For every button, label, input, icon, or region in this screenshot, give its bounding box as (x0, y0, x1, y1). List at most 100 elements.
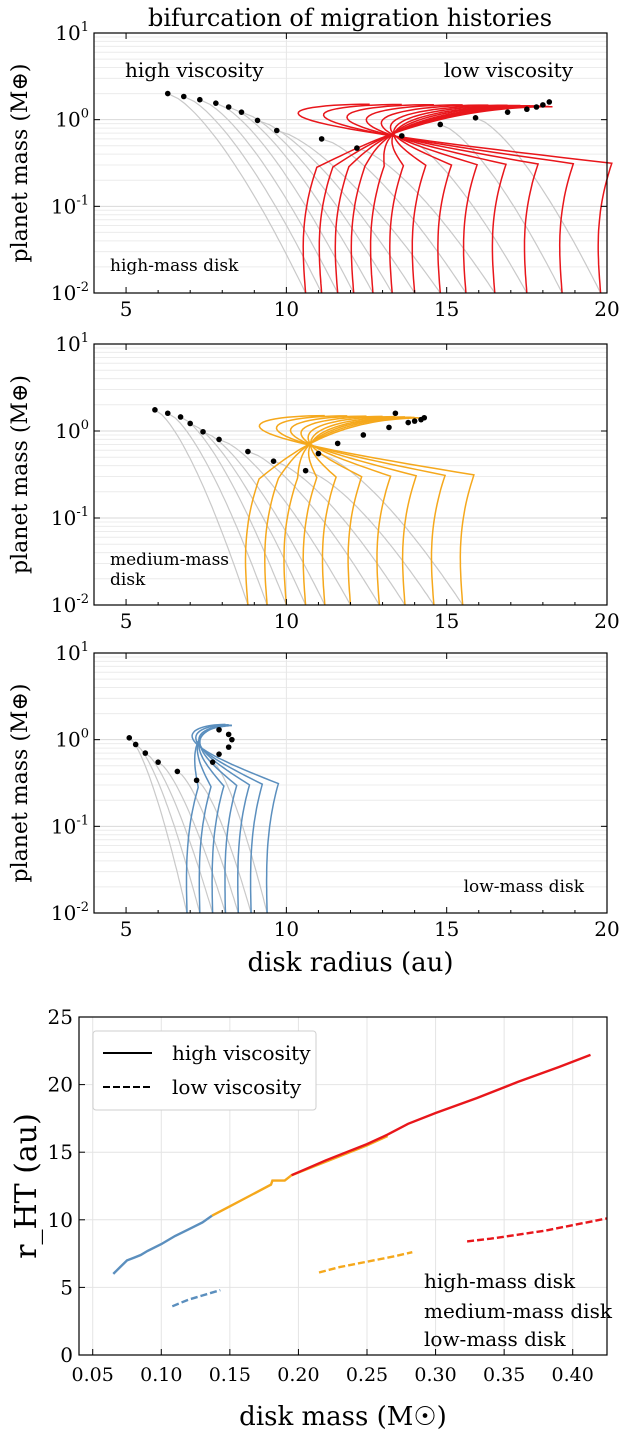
endpoint-dot (180, 93, 187, 100)
high-viscosity-track (144, 752, 214, 914)
endpoint-dot (540, 102, 546, 108)
endpoint-dot (421, 414, 428, 421)
high-viscosity-track (202, 431, 326, 606)
panel-annotation: high viscosity (125, 58, 264, 82)
y-axis-label: planet mass (M⊕) (8, 375, 33, 574)
endpoint-dot (225, 104, 232, 110)
high-viscosity-track (167, 93, 307, 294)
endpoint-dot (245, 448, 251, 455)
endpoint-dot (238, 109, 245, 115)
endpoint-dot (216, 751, 222, 757)
high-viscosity-track (305, 470, 435, 606)
low-viscosity-track (392, 104, 521, 294)
endpoint-dot (399, 133, 405, 139)
disk-annotation: medium-mass disk (424, 1299, 613, 1323)
x-tick-label: 5 (120, 297, 133, 321)
y-tick-label: 20 (48, 1073, 73, 1097)
endpoint-dot (200, 428, 206, 435)
y-tick-label: 15 (48, 1140, 73, 1164)
high-viscosity-track (228, 106, 374, 294)
endpoint-dot (177, 414, 184, 420)
x-axis-label: disk radius (au) (247, 948, 453, 978)
low-viscosity-track (264, 416, 418, 606)
y-tick-label: 25 (48, 1005, 73, 1029)
x-tick-label: 0.10 (140, 1364, 182, 1386)
low-viscosity-track (289, 415, 418, 606)
low-viscosity-track (369, 105, 537, 294)
low-viscosity-track (309, 416, 406, 606)
y-tick-label: 101 (55, 20, 89, 45)
y-tick-label: 100 (55, 418, 89, 443)
endpoint-dot (216, 726, 222, 733)
panel-high-mass-disk: 5 10 15 20 10-2 10-1 100 101 planet mass (M⊕) hig… (8, 20, 619, 321)
high-viscosity-track (196, 779, 252, 914)
x-tick-label: 20 (594, 609, 619, 633)
endpoint-markers (164, 90, 553, 151)
series-line-dashed (466, 1217, 608, 1243)
panel-annotation: low viscosity (444, 58, 574, 82)
series-line-solid (112, 1214, 213, 1275)
low-viscosity-track (297, 103, 613, 294)
y-axis-label: planet mass (M⊕) (8, 64, 33, 263)
endpoint-dot (209, 759, 216, 765)
low-viscosity-track (322, 103, 575, 294)
y-tick-label: 10-1 (51, 505, 89, 530)
plot-frame (93, 652, 608, 914)
x-tick-label: 0.05 (72, 1364, 114, 1386)
endpoint-dot (225, 731, 232, 738)
endpoint-dot (437, 121, 444, 128)
colored-tracks (297, 103, 613, 294)
x-tick-label: 10 (274, 917, 299, 941)
high-viscosity-track (212, 761, 268, 914)
low-viscosity-track (318, 105, 550, 294)
endpoint-dot (386, 424, 392, 431)
x-tick-label: 0.25 (346, 1364, 388, 1386)
y-tick-label: 10-2 (51, 280, 89, 305)
high-viscosity-track (321, 138, 467, 294)
low-viscosity-track (307, 415, 396, 606)
y-tick-label: 10-1 (51, 813, 89, 838)
panel-annotation: high-mass disk (110, 256, 239, 276)
endpoint-dot (213, 100, 219, 106)
endpoint-dot (405, 419, 412, 426)
high-viscosity-track (241, 111, 393, 294)
endpoint-dot (216, 436, 222, 443)
endpoint-markers (126, 726, 235, 784)
y-tick-label: 10-1 (51, 193, 89, 218)
endpoint-dot (302, 467, 309, 474)
low-viscosity-track (389, 104, 531, 294)
endpoint-dot (546, 99, 553, 105)
y-axis-label: r_HT (au) (9, 1113, 44, 1259)
panel-low-mass-disk: 5 10 15 20 10-2 10-1 100 101 planet mass (M⊕) low… (8, 640, 619, 978)
x-tick-label: 10 (274, 609, 299, 633)
y-tick-label: 5 (60, 1275, 73, 1299)
panel-medium-mass-disk: 5 10 15 20 10-2 10-1 100 101 planet mass (M⊕) med… (8, 331, 619, 633)
low-viscosity-track (199, 724, 238, 914)
high-viscosity-track (177, 770, 239, 914)
endpoint-dot (504, 109, 511, 115)
high-viscosity-track (218, 438, 352, 606)
x-tick-label: 0.15 (209, 1364, 251, 1386)
high-viscosity-track (401, 135, 528, 294)
panel-annotation: medium-mass (110, 550, 229, 570)
endpoint-dot (524, 106, 530, 113)
x-tick-label: 0.30 (414, 1364, 456, 1386)
endpoint-dot (126, 735, 133, 741)
endpoint-dot (164, 410, 171, 417)
endpoint-dot (360, 432, 367, 438)
y-tick-label: 101 (55, 331, 89, 356)
low-viscosity-track (283, 416, 415, 606)
high-viscosity-track (356, 147, 496, 294)
x-tick-label: 5 (120, 609, 133, 633)
endpoint-dot (229, 736, 235, 743)
figure-title: bifurcation of migration histories (148, 4, 552, 32)
high-viscosity-track (276, 129, 441, 294)
high-viscosity-track (183, 95, 323, 294)
high-viscosity-track (128, 737, 188, 914)
high-viscosity-track (157, 761, 227, 914)
endpoint-dot (334, 440, 341, 447)
high-viscosity-track (199, 99, 339, 294)
low-viscosity-track (346, 103, 540, 294)
low-viscosity-track (300, 415, 392, 606)
